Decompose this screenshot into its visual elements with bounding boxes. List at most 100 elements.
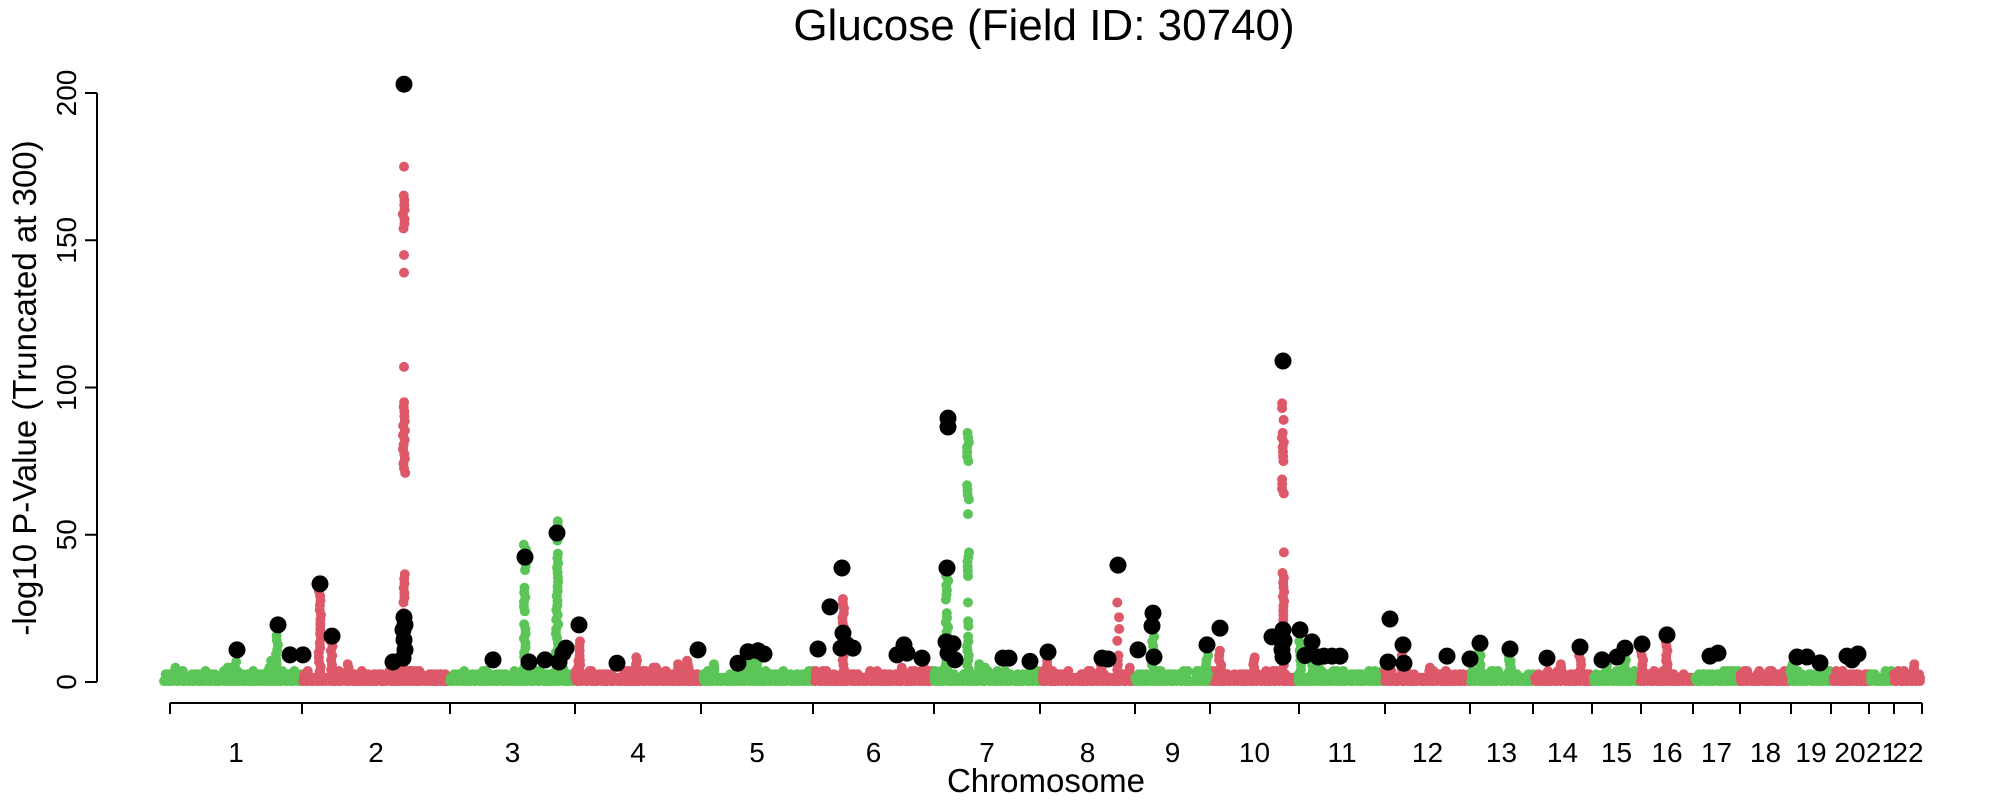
x-tick-label: 7 [979,737,995,768]
lead-snp-point [1099,650,1117,668]
lead-snp-point [1303,633,1321,651]
lead-snp-point [1593,651,1611,669]
lead-snp-point [809,640,827,658]
x-tick-label: 14 [1547,737,1578,768]
x-axis-title: Chromosome [947,762,1145,799]
x-tick-label: 22 [1892,737,1923,768]
snp-point [708,659,719,670]
snp-point [963,631,974,642]
lead-snp-point [1658,626,1676,644]
lead-snp-point [1571,638,1589,656]
lead-snp-point [833,559,851,577]
snp-point [673,659,684,670]
snp-point [398,190,409,201]
snp-point [1277,398,1288,409]
lead-snp-point [1394,636,1412,654]
snp-point [682,655,693,666]
snp-point [399,161,409,172]
snp-point [1914,669,1924,680]
snp-point [963,597,973,608]
x-tick-label: 5 [749,737,765,768]
lead-snp-point [294,646,312,664]
lead-snp-point [1438,647,1456,665]
lead-snp-point [1039,643,1057,661]
snp-point [962,480,973,491]
lead-snp-point [1616,639,1634,657]
y-tick-label: 50 [51,519,82,550]
lead-snp-point [1021,652,1039,670]
lead-snp-point [1849,645,1867,663]
snp-point [1124,662,1135,673]
snp-point [1277,568,1288,578]
lead-snp-point [1633,635,1651,653]
lead-snp-point [394,649,412,667]
snp-point [519,582,530,593]
y-tick-label: 0 [51,674,82,690]
lead-snp-point [516,548,534,566]
snp-point [963,509,973,520]
lead-snp-point [946,651,964,669]
snp-point [964,547,974,558]
snp-point [1278,547,1289,558]
snp-point [1214,645,1225,656]
snp-point [342,659,353,670]
lead-snp-point [1381,610,1399,628]
lead-snp-point [1274,352,1292,370]
snp-point [575,636,585,647]
x-tick-label: 20 [1834,737,1865,768]
lead-snp-point [689,641,707,659]
snp-point [1114,624,1125,634]
lead-snp-point [608,654,626,672]
snp-point [399,250,409,260]
lead-snp-point [1291,621,1309,639]
lead-snp-point [1461,650,1479,668]
lead-snp-point [536,651,554,669]
lead-snp-point [484,651,502,669]
lead-snp-point [1538,649,1556,667]
lead-snp-point [1145,648,1163,666]
snp-point [399,267,409,278]
x-tick-label: 21 [1866,737,1897,768]
snp-point [399,397,410,408]
x-tick-label: 4 [630,737,646,768]
lead-snp-point [1709,644,1727,662]
snp-point [1112,635,1123,646]
snp-point [231,656,242,667]
snp-point [519,619,530,630]
y-axis-title: -log10 P-Value (Truncated at 300) [6,140,43,635]
snp-point [631,652,642,663]
x-tick-label: 11 [1327,737,1356,768]
snp-point [1114,612,1124,623]
y-tick-label: 150 [51,217,82,264]
snp-point [1112,597,1123,608]
lead-snp-point [1296,647,1314,664]
lead-snp-layer [228,75,1867,672]
lead-snp-point [898,644,916,662]
x-tick-label: 10 [1239,737,1270,768]
x-tick-label: 2 [368,737,384,768]
x-tick-label: 1 [228,737,244,768]
lead-snp-point [1501,640,1519,658]
x-tick-label: 15 [1601,737,1632,768]
snp-point [963,616,974,627]
lead-snp-point [520,653,538,671]
lead-snp-point [1143,617,1161,635]
lead-snp-point [228,641,246,659]
snp-point [1278,414,1289,425]
lead-snp-point [913,649,931,667]
x-tick-label: 18 [1750,737,1781,768]
snp-point [1555,659,1566,670]
lead-snp-point [1000,649,1018,667]
lead-snp-point [1211,619,1229,637]
lead-snp-point [557,639,575,657]
lead-snp-point [938,559,956,577]
x-tick-label: 12 [1412,737,1443,768]
x-tick-label: 8 [1080,737,1096,768]
lead-snp-point [1331,647,1349,665]
y-tick-label: 200 [51,70,82,117]
lead-snp-point [281,646,299,664]
lead-snp-point [1395,654,1413,672]
x-tick-label: 19 [1795,737,1826,768]
